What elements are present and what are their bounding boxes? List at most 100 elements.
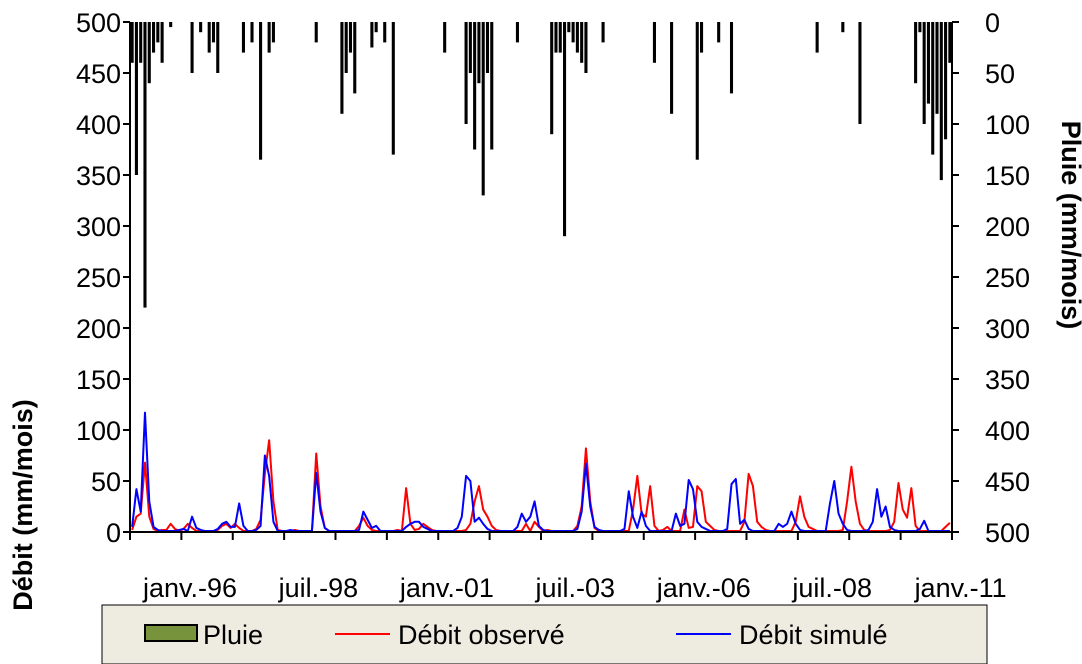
y2-tick-label: 50 — [985, 59, 1015, 89]
rain-bar — [211, 22, 216, 43]
rainfall-bars — [130, 22, 952, 308]
y2-tick-label: 450 — [985, 467, 1030, 497]
rain-bar — [340, 22, 344, 114]
rain-bar — [729, 22, 734, 94]
rain-bar — [841, 22, 845, 33]
rain-bar — [169, 22, 173, 28]
rain-bar — [931, 22, 935, 155]
y2-axis-title: Pluie (mm/mois) — [1056, 121, 1082, 330]
rain-bar — [490, 22, 494, 150]
y2-tick-label: 100 — [985, 110, 1030, 140]
discharge-lines — [131, 411, 951, 532]
rain-bar — [481, 22, 485, 196]
x-tick-label: janv.-01 — [399, 573, 494, 603]
rain-bar — [670, 22, 674, 114]
y-tick-label: 0 — [106, 518, 121, 548]
rain-bar — [914, 22, 918, 84]
rain-bar — [558, 22, 562, 53]
rain-bar — [250, 22, 254, 43]
y2-tick-label: 400 — [985, 416, 1030, 446]
rain-bar — [314, 22, 318, 43]
simulated-discharge-line — [131, 411, 950, 532]
y-tick-label: 300 — [76, 212, 121, 242]
y2-tick-label: 0 — [985, 8, 1000, 38]
tick-labels: 0 50 100 150 200 250 300 350 400 450 500 0 50 100 150 2… — [76, 8, 1030, 603]
y2-tick-label: 250 — [985, 263, 1030, 293]
rain-bar — [922, 22, 926, 124]
rain-bar — [554, 22, 558, 53]
rain-bar — [353, 22, 357, 94]
rain-bar — [147, 22, 151, 84]
legend: Pluie Débit observé Débit simulé — [101, 604, 988, 664]
rain-bar — [575, 22, 579, 53]
rain-bar — [485, 22, 490, 73]
rain-bar — [160, 22, 164, 63]
legend-label-observed: Débit observé — [398, 620, 565, 650]
rain-bar — [717, 22, 721, 43]
rain-bar — [156, 22, 160, 43]
legend-swatch-rain — [144, 624, 198, 642]
x-tick-label: janv.-96 — [142, 573, 237, 603]
y-tick-label: 200 — [76, 314, 121, 344]
rain-bar — [563, 22, 567, 237]
rain-bar — [858, 22, 862, 124]
rain-bar — [515, 22, 519, 43]
rain-bar — [652, 22, 656, 63]
y2-tick-label: 300 — [985, 314, 1030, 344]
y-tick-label: 100 — [76, 416, 121, 446]
y2-tick-label: 350 — [985, 365, 1030, 395]
x-tick-label: janv.-11 — [914, 573, 1007, 603]
rain-bar — [477, 22, 481, 84]
y-tick-label: 350 — [76, 161, 121, 191]
rain-bar — [464, 22, 468, 124]
rain-bar — [267, 22, 271, 53]
rain-bar — [935, 22, 939, 114]
x-tick-label: janv.-06 — [656, 573, 751, 603]
rain-bar — [948, 22, 952, 63]
rain-bar — [695, 22, 699, 160]
y-axis-title: Débit (mm/mois) — [8, 399, 38, 611]
rain-bar — [241, 22, 245, 53]
rain-bar — [700, 22, 704, 53]
rain-bar — [207, 22, 211, 53]
y2-tick-label: 150 — [985, 161, 1030, 191]
rain-bar — [944, 22, 948, 140]
rain-bar — [259, 22, 263, 160]
x-tick-label: juil.-03 — [535, 573, 616, 603]
rain-bar — [383, 22, 387, 43]
x-tick-label: juil.-08 — [791, 573, 872, 603]
y-tick-label: 150 — [76, 365, 121, 395]
rain-bar — [143, 22, 147, 308]
rain-bar — [199, 22, 203, 33]
rain-bar — [926, 22, 930, 104]
y-tick-label: 50 — [91, 467, 121, 497]
y2-tick-label: 500 — [985, 518, 1030, 548]
y-tick-label: 400 — [76, 110, 121, 140]
rain-bar — [391, 22, 395, 155]
legend-label-simulated: Débit simulé — [739, 620, 888, 650]
rain-bar — [216, 22, 220, 73]
rain-bar — [190, 22, 194, 73]
rain-bar — [567, 22, 571, 33]
legend-label-rain: Pluie — [203, 620, 263, 650]
y-tick-label: 500 — [76, 8, 121, 38]
rain-bar — [918, 22, 922, 33]
rain-bar — [468, 22, 472, 73]
rain-bar — [550, 22, 554, 135]
rain-bar — [584, 22, 588, 73]
rain-bar — [130, 22, 134, 63]
rain-bar — [601, 22, 605, 43]
rain-bar — [580, 22, 584, 63]
x-tick-label: juil.-98 — [278, 573, 359, 603]
rain-bar — [939, 22, 943, 181]
axes — [123, 21, 959, 540]
y2-tick-label: 200 — [985, 212, 1030, 242]
rain-bar — [152, 22, 156, 53]
rain-bar — [139, 22, 143, 63]
y-tick-label: 450 — [76, 59, 121, 89]
rain-bar — [374, 22, 378, 33]
legend-box — [101, 604, 988, 664]
y-tick-label: 250 — [76, 263, 121, 293]
rain-bar — [271, 22, 275, 43]
